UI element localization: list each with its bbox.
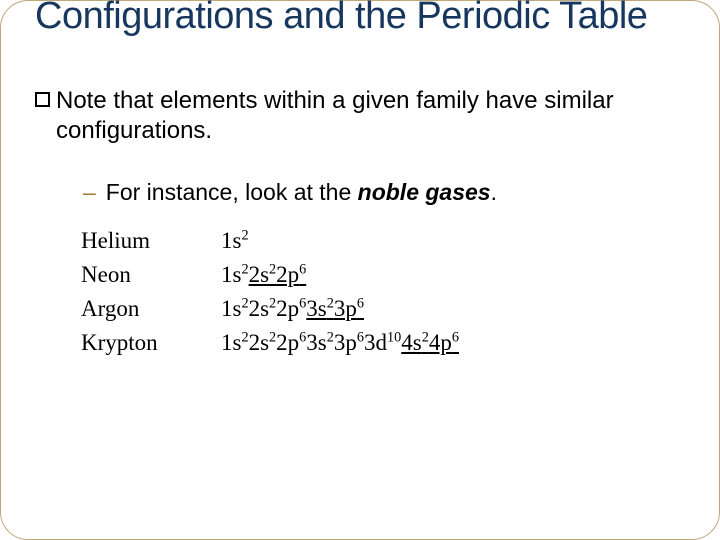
bullet2-suffix: . bbox=[491, 179, 497, 205]
bullet-level2: – For instance, look at the noble gases. bbox=[83, 178, 685, 207]
table-row: Krypton 1s22s22p63s23p63d104s24p6 bbox=[81, 330, 685, 356]
table-row: Argon 1s22s22p63s23p6 bbox=[81, 296, 685, 322]
element-name: Krypton bbox=[81, 330, 221, 356]
element-config: 1s22s22p63s23p63d104s24p6 bbox=[221, 330, 459, 356]
element-name: Argon bbox=[81, 296, 221, 322]
slide-frame: Configurations and the Periodic Table No… bbox=[0, 0, 720, 540]
table-row: Helium 1s2 bbox=[81, 228, 685, 254]
table-row: Neon 1s22s22p6 bbox=[81, 262, 685, 288]
dash-bullet-icon: – bbox=[83, 178, 96, 207]
slide-title: Configurations and the Periodic Table bbox=[35, 0, 685, 38]
element-config: 1s22s22p63s23p6 bbox=[221, 296, 364, 322]
bullet-level1: Note that elements within a given family… bbox=[35, 86, 685, 146]
element-name: Helium bbox=[81, 228, 221, 254]
electron-config-table: Helium 1s2 Neon 1s22s22p6 Argon 1s22s22p… bbox=[81, 228, 685, 356]
element-name: Neon bbox=[81, 262, 221, 288]
bullet2-emphasis: noble gases bbox=[358, 179, 491, 205]
square-bullet-icon bbox=[35, 92, 50, 107]
bullet-level1-text: Note that elements within a given family… bbox=[56, 86, 685, 146]
bullet-level2-text: For instance, look at the noble gases. bbox=[106, 178, 685, 207]
element-config: 1s2 bbox=[221, 228, 249, 254]
element-config: 1s22s22p6 bbox=[221, 262, 306, 288]
bullet2-prefix: For instance, look at the bbox=[106, 179, 358, 205]
